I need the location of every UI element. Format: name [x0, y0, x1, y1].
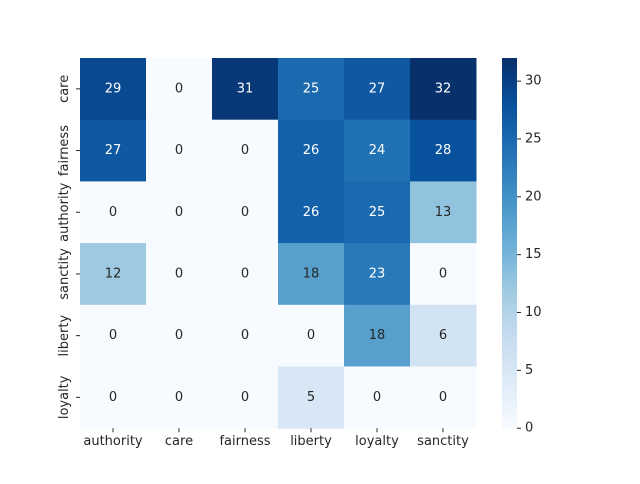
heatmap-cell: [410, 181, 477, 244]
heatmap-cell: [212, 243, 279, 306]
y-tick-label: fairness: [57, 125, 72, 176]
cell-value-label: 0: [439, 390, 447, 405]
cell-value-label: 12: [105, 266, 122, 281]
y-tick-label: sanctity: [57, 248, 72, 300]
cell-value-label: 27: [369, 81, 386, 96]
heatmap-cell: [80, 366, 147, 429]
heatmap-cell: [410, 366, 477, 429]
heatmap-cell: [80, 181, 147, 244]
colorbar-tick-label: 30: [525, 74, 542, 89]
heatmap-cell: [344, 181, 411, 244]
heatmap-cell: [212, 366, 279, 429]
heatmap-cell: [344, 304, 411, 367]
heatmap-cell: [278, 243, 345, 306]
heatmap-cell: [80, 304, 147, 367]
cell-value-label: 25: [369, 205, 386, 220]
heatmap-cell: [344, 243, 411, 306]
colorbar: [502, 58, 517, 429]
x-axis-ticks: authority care fairness liberty loyalty sanct…: [83, 428, 469, 449]
cell-value-label: 6: [439, 328, 447, 343]
cell-value-label: 0: [175, 205, 183, 220]
x-tick-label: liberty: [290, 434, 332, 449]
cell-value-label: 0: [109, 390, 117, 405]
cell-value-label: 0: [241, 328, 249, 343]
cell-value-label: 26: [303, 205, 320, 220]
cell-value-label: 0: [373, 390, 381, 405]
colorbar-tick-label: 5: [525, 363, 533, 378]
x-tick-label: loyalty: [355, 434, 399, 449]
heatmap-cell: [410, 119, 477, 182]
heatmap-cell: [146, 243, 213, 306]
x-tick-label: authority: [83, 434, 143, 449]
heatmap-cell: [80, 58, 147, 121]
cell-value-label: 0: [241, 143, 249, 158]
cell-value-label: 26: [303, 143, 320, 158]
heatmap-cell: [212, 119, 279, 182]
heatmap-cell: [278, 181, 345, 244]
cell-value-label: 0: [175, 266, 183, 281]
heatmap-cell: [278, 119, 345, 182]
cell-value-label: 18: [303, 266, 320, 281]
cell-value-label: 5: [307, 390, 315, 405]
cell-value-label: 0: [175, 328, 183, 343]
cell-value-label: 18: [369, 328, 386, 343]
cell-value-label: 0: [439, 266, 447, 281]
heatmap-cell: [278, 304, 345, 367]
heatmap-cell: [80, 119, 147, 182]
x-tick-label: sanctity: [417, 434, 469, 449]
colorbar-ticks: 0 5 10 15 20 25 30: [517, 74, 542, 436]
heatmap-cell: [212, 304, 279, 367]
heatmap-cell: [146, 58, 213, 121]
heatmap-cell: [410, 58, 477, 121]
heatmap-cell: [278, 58, 345, 121]
cell-value-label: 0: [109, 328, 117, 343]
x-tick-label: care: [165, 434, 193, 449]
cell-value-label: 13: [435, 205, 452, 220]
y-tick-label: care: [57, 75, 72, 103]
x-tick-label: fairness: [219, 434, 270, 449]
cell-value-label: 0: [241, 266, 249, 281]
y-tick-label: authority: [57, 182, 72, 242]
colorbar-tick-label: 10: [525, 305, 542, 320]
colorbar-tick-label: 25: [525, 131, 542, 146]
colorbar-tick-label: 0: [525, 421, 533, 436]
heatmap-cell: [146, 119, 213, 182]
cell-value-label: 28: [435, 143, 452, 158]
heatmap-cell: [344, 119, 411, 182]
heatmap-cells: [80, 58, 477, 429]
cell-value-label: 23: [369, 266, 386, 281]
heatmap-cell: [212, 181, 279, 244]
y-axis-ticks: care fairness authority sanctity liberty loya…: [57, 75, 80, 419]
heatmap-cell: [146, 181, 213, 244]
heatmap-cell: [344, 366, 411, 429]
cell-value-label: 0: [241, 205, 249, 220]
cell-value-label: 0: [175, 143, 183, 158]
heatmap-cell: [410, 243, 477, 306]
cell-value-label: 25: [303, 81, 320, 96]
cell-value-label: 0: [175, 390, 183, 405]
heatmap-cell: [212, 58, 279, 121]
cell-value-label: 0: [175, 81, 183, 96]
cell-value-label: 32: [435, 81, 452, 96]
cell-value-label: 0: [241, 390, 249, 405]
cell-annotations: 29 0 31 25 27 32 27 0 0 26 24 28 0 0 0 26 25 13 12 0 0 18 23 0 0…: [105, 81, 452, 405]
heatmap-cell: [146, 366, 213, 429]
y-tick-label: liberty: [57, 315, 72, 357]
heatmap-cell: [146, 304, 213, 367]
cell-value-label: 27: [105, 143, 122, 158]
y-tick-label: loyalty: [57, 375, 72, 419]
cell-value-label: 31: [237, 81, 254, 96]
heatmap-cell: [344, 58, 411, 121]
cell-value-label: 0: [307, 328, 315, 343]
cell-value-label: 29: [105, 81, 122, 96]
heatmap-cell: [80, 243, 147, 306]
heatmap-cell: [278, 366, 345, 429]
cell-value-label: 24: [369, 143, 386, 158]
colorbar-tick-label: 20: [525, 189, 542, 204]
heatmap-cell: [410, 304, 477, 367]
colorbar-tick-label: 15: [525, 247, 542, 262]
cell-value-label: 0: [109, 205, 117, 220]
